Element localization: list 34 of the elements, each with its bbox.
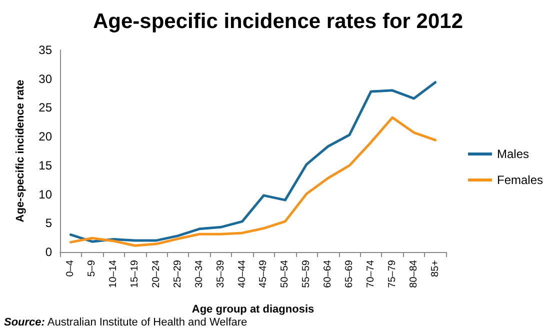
- x-tick-label: 10–14: [108, 260, 120, 288]
- line-series: [69, 81, 437, 243]
- x-tick-label: 30–34: [194, 260, 205, 288]
- x-tick-label: 0–4: [65, 260, 76, 277]
- chart-title: Age-specific incidence rates for 2012: [93, 10, 463, 33]
- x-tick-label: 40–44: [236, 260, 248, 288]
- x-tick-label: 15–19: [130, 260, 141, 288]
- y-tick-label: 35: [38, 43, 52, 57]
- y-tick-label: 0: [45, 245, 52, 259]
- x-axis-title: Age group at diagnosis: [192, 304, 314, 316]
- x-tick-label: 55–59: [301, 260, 312, 288]
- x-tick-label: 50–54: [280, 260, 291, 288]
- x-tick-label: 35–39: [215, 260, 226, 288]
- source-note: Source: Australian Institute of Health and Welfare: [4, 316, 248, 328]
- y-tick-label: 30: [38, 72, 52, 86]
- y-tick-label: 25: [38, 100, 52, 115]
- x-tick-label: 75–79: [386, 260, 398, 288]
- x-tick-label: 80–84: [408, 260, 420, 288]
- x-tick-label: 85+: [430, 260, 441, 277]
- x-tick-label: 5–9: [86, 260, 98, 277]
- y-tick-label: 10: [38, 187, 52, 202]
- y-tick-label: 20: [38, 130, 52, 144]
- x-tick-label: 60–64: [322, 260, 334, 288]
- x-tick-label: 25–29: [172, 260, 184, 288]
- line-series: [69, 116, 437, 247]
- x-tick-label: 20–24: [151, 260, 162, 288]
- legend-label: Females: [496, 173, 543, 187]
- x-tick-label: 70–74: [365, 260, 376, 288]
- y-axis-title: Age-specific incidence rate: [14, 80, 26, 222]
- y-tick-label: 15: [38, 158, 52, 172]
- x-tick-label: 45–49: [258, 260, 270, 288]
- x-tick-label: 65–69: [344, 260, 355, 288]
- legend-label: Males: [496, 147, 529, 161]
- y-tick-label: 5: [45, 216, 52, 230]
